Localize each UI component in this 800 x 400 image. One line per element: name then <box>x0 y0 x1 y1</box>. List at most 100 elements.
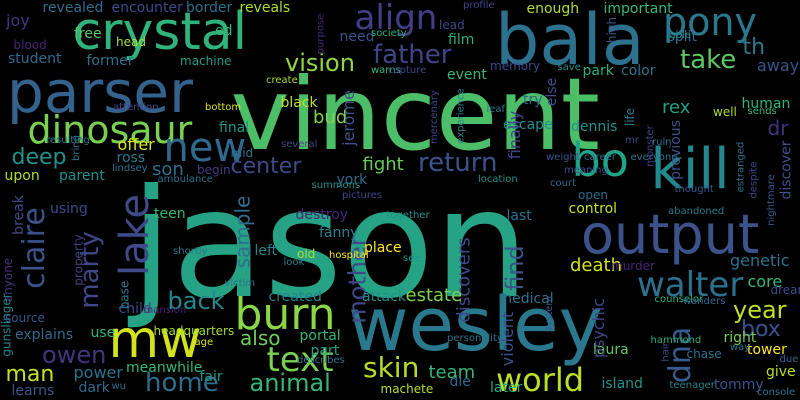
word-walter: walter <box>637 265 744 305</box>
word-bo: bo <box>571 133 629 187</box>
word-court: court <box>550 178 576 189</box>
word-father: father <box>373 40 452 70</box>
word-bala: bala <box>495 0 645 81</box>
word-later: later <box>490 380 523 396</box>
word-leaf: leaf <box>486 104 506 115</box>
word-sends: sends <box>747 106 777 117</box>
word-burn: burn <box>234 289 336 340</box>
word-pictures: pictures <box>342 190 383 201</box>
word-tommy: tommy <box>714 377 764 393</box>
word-nightmare: nightmare <box>765 174 777 226</box>
word-bottom: bottom <box>205 102 242 113</box>
word-system: system <box>544 295 556 333</box>
word-year: year <box>733 296 787 324</box>
word-destroy: destroy <box>295 207 349 223</box>
word-high: high <box>605 16 620 44</box>
word-jason: jason <box>130 158 530 332</box>
word-free: free <box>74 26 102 42</box>
word-life: life <box>623 107 638 127</box>
word-skin: skin <box>363 351 420 384</box>
word-vision: vision <box>285 49 355 77</box>
word-experience: experience <box>455 88 467 144</box>
word-describes: describes <box>297 355 345 366</box>
word-take: take <box>680 45 737 75</box>
word-dream: dream <box>770 283 800 297</box>
word-due: due <box>779 354 799 365</box>
word-home: home <box>145 368 219 398</box>
word-open: open <box>578 188 608 202</box>
word-estate: estate <box>405 285 463 306</box>
word-place: place <box>364 240 402 256</box>
word-source: source <box>5 311 45 325</box>
word-right: right <box>723 330 757 346</box>
word-despite: despite <box>747 161 759 199</box>
word-hair: hair <box>660 342 672 362</box>
word-wesley: wesley <box>348 282 603 368</box>
word-important: important <box>603 1 673 17</box>
word-death: death <box>570 255 622 276</box>
word-abandoned: abandoned <box>668 206 725 217</box>
word-base: base <box>116 280 131 310</box>
word-use: use <box>90 325 116 341</box>
word-teen: teen <box>154 206 186 222</box>
word-using: using <box>50 201 88 217</box>
word-look: look <box>283 257 305 268</box>
word-wanders: wanders <box>683 296 726 307</box>
word-box: box <box>741 317 781 342</box>
word-break: break <box>10 195 27 235</box>
word-career: career <box>584 152 616 163</box>
word-machete: machete <box>380 382 434 396</box>
word-everyone: everyone <box>630 152 678 163</box>
word-jerome: jerome <box>338 90 358 146</box>
word-attention: attention <box>113 102 159 113</box>
word-crystal: crystal <box>72 2 248 62</box>
word-animal: animal <box>249 369 331 397</box>
word-bring: bring <box>70 135 82 161</box>
word-together: together <box>386 210 430 221</box>
word-dr: dr <box>767 116 789 140</box>
word-pony: pony <box>663 0 757 44</box>
word-return: return <box>418 148 498 178</box>
word-memory: memory <box>490 59 541 73</box>
word-output: output <box>581 203 760 266</box>
word-laura: laura <box>593 342 629 358</box>
word-try: try <box>523 92 543 108</box>
word-dark: dark <box>78 380 110 396</box>
word-society: society <box>371 28 407 39</box>
word-several: several <box>281 139 318 150</box>
word-world: world <box>496 361 585 399</box>
word-head: head <box>116 35 146 49</box>
word-york: york <box>336 172 368 188</box>
word-also: also <box>240 326 281 350</box>
word-center: center <box>230 154 302 179</box>
word-color: color <box>621 63 656 79</box>
word-lindsey: lindsey <box>112 163 148 174</box>
word-ross: ross <box>116 150 146 166</box>
word-upon: upon <box>4 168 40 184</box>
word-save: save <box>557 62 581 73</box>
word-way: way <box>730 342 751 353</box>
word-power: power <box>73 363 123 382</box>
word-border: border <box>186 0 233 16</box>
word-property: property <box>71 234 86 286</box>
word-joy: joy <box>6 11 30 30</box>
word-owen: owen <box>42 341 107 369</box>
word-mid: mid <box>230 146 254 160</box>
word-enough: enough <box>526 1 580 17</box>
word-profile: profile <box>463 0 495 11</box>
word-teenager: teenager <box>669 380 715 391</box>
word-left: left <box>254 243 278 259</box>
word-created: created <box>268 289 322 305</box>
word-former: former <box>86 53 134 69</box>
word-else: else <box>544 77 561 107</box>
word-meaning: meaning <box>564 165 608 176</box>
word-deep: deep <box>11 145 67 170</box>
word-mercenary: mercenary <box>428 90 440 144</box>
word-summons: summons <box>311 180 361 191</box>
word-counselor: counselor <box>654 294 704 305</box>
word-age: age <box>194 337 214 348</box>
word-kill: kill <box>650 137 730 202</box>
word-weight: weight <box>546 152 580 163</box>
word-console: console <box>757 387 796 398</box>
